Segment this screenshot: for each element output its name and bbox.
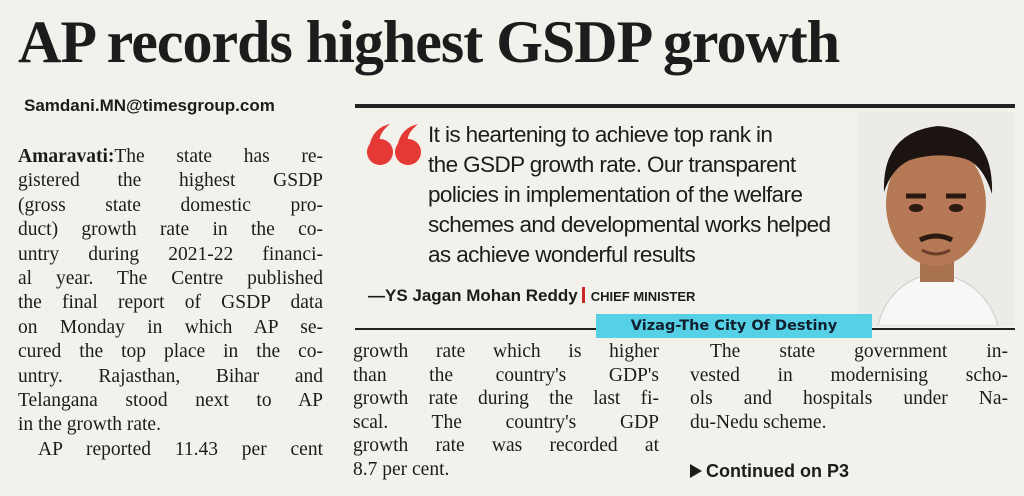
text-line: cured the top place in the co- [18,341,323,363]
quote-line: It is heartening to achieve top rank in [428,122,773,147]
text-line: gistered the highest GSDP [18,170,323,192]
quote-line: the GSDP growth rate. Our transparent [428,152,796,177]
text-line: duct) growth rate in the co- [18,219,323,241]
text-line: vested in modernising scho- [690,364,1008,386]
role: CHIEF MINISTER [590,289,696,304]
text-line: 8.7 per cent. [353,458,450,480]
text-line: scal. The country's GDP [353,411,659,433]
quote-line: policies in implementation of the welfar… [428,182,803,207]
text-line: AP reported 11.43 per cent [38,438,323,460]
text-line: growth rate during the last fi- [353,388,659,409]
text-line: in the growth rate. [18,414,161,436]
text: The state has re- [114,146,323,167]
text-line: ols and hospitals under Na- [690,388,1008,409]
column: growth rate which is higher than the cou… [353,340,659,481]
speaker: —YS Jagan Mohan Reddy [368,286,578,305]
column: Amaravati:The state has re- gistered the… [18,145,323,462]
continued-text: Continued on P3 [706,461,849,481]
photo [858,112,1014,326]
text-line: The state government in- [710,341,1008,362]
quote-line: schemes and developmental works helped [428,212,831,237]
column: The state government in- vested in moder… [690,340,1008,434]
pull-quote: It is heartening to achieve top rank in … [428,120,868,270]
text-line: growth rate which is higher [353,341,659,362]
text-line: Amaravati:The state has re- [18,145,323,169]
watermark-tag: Vizag-The City Of Destiny [596,314,872,338]
text-line: growth rate was recorded at [353,435,659,456]
arrow [690,464,702,478]
text-line: Telangana stood next to AP [18,390,323,412]
quote-line: as achieve wonderful results [428,242,696,267]
text-line: than the country's GDP's [353,364,659,386]
byline: Samdani.MN@timesgroup.com [24,96,275,115]
text-line: on Monday in which AP se- [18,316,323,338]
quote-mark [367,124,421,165]
continued-note: Continued on P3 [690,461,849,482]
text-line: du-Nedu scheme. [690,411,827,433]
rule [355,104,1015,108]
text-line: (gross state domestic pro- [18,194,323,216]
attribution: —YS Jagan Mohan Reddy CHIEF MINISTER [368,286,695,306]
text-line: untry. Rajasthan, Bihar and [18,365,323,387]
dateline: Amaravati: [18,146,115,167]
text-line: the final report of GSDP data [18,292,323,314]
text-line: al year. The Centre published [18,268,323,290]
text-line: untry during 2021-22 financi- [18,243,323,265]
headline: AP records highest GSDP growth [18,9,840,75]
